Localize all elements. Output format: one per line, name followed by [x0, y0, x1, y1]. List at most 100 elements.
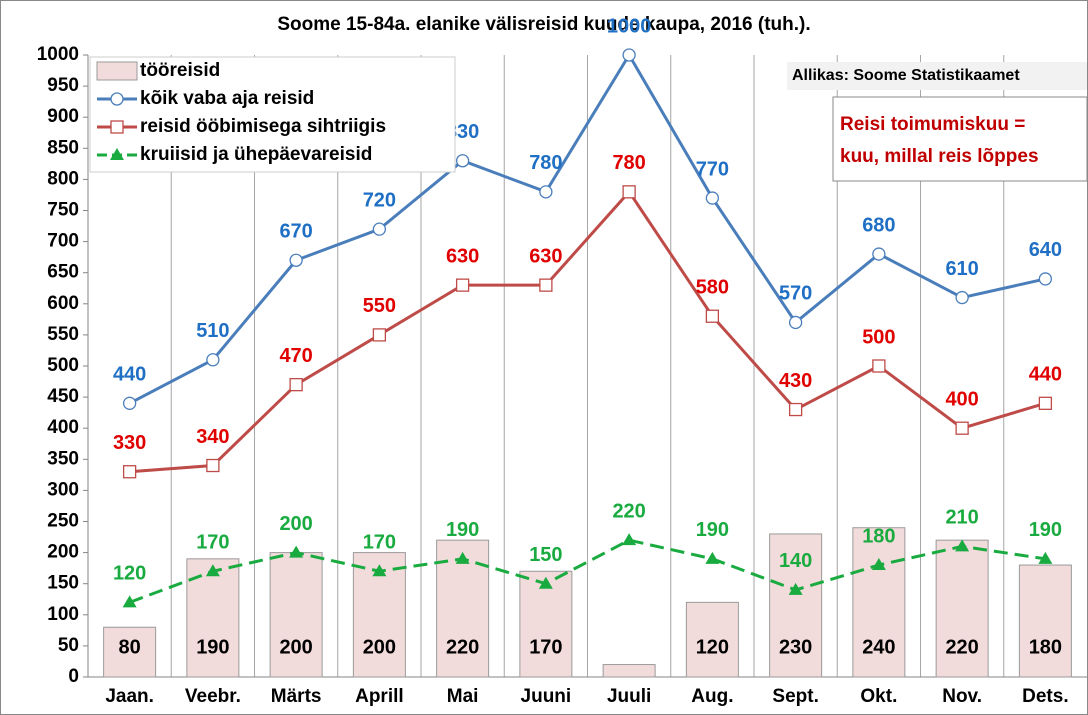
bar: [519, 570, 573, 678]
bar-label: 240: [862, 636, 895, 658]
bar-label: 200: [279, 636, 312, 658]
y-tick-label: 50: [58, 635, 79, 656]
data-label: 140: [779, 550, 812, 572]
point: [788, 402, 803, 417]
chart-title: Soome 15-84a. elanike välisreisid kuude …: [277, 14, 810, 35]
point: [455, 278, 470, 292]
data-label: 550: [363, 295, 396, 317]
point: [538, 576, 553, 589]
point: [289, 545, 304, 558]
y-tick-label: 150: [47, 573, 79, 594]
x-tick-label: Sept.: [772, 686, 818, 707]
bar: [103, 626, 157, 678]
x-tick-label: Aug.: [691, 686, 733, 707]
y-tick-label: 900: [47, 106, 79, 127]
bar-label: 80: [119, 636, 141, 658]
bar-label: 180: [1029, 636, 1062, 658]
data-label: 780: [529, 152, 562, 174]
data-label: 640: [1029, 239, 1062, 261]
point: [705, 551, 720, 564]
markers: [122, 48, 1053, 410]
point: [206, 353, 220, 367]
data-label: 470: [279, 345, 312, 367]
line: [128, 52, 1046, 405]
point: [871, 558, 886, 571]
markers: [122, 185, 1053, 479]
x-tick-label: Veebr.: [185, 686, 241, 707]
data-label: 630: [446, 245, 479, 267]
point: [206, 458, 220, 473]
data-label: 210: [945, 507, 978, 529]
point: [955, 421, 969, 435]
y-tick-label: 550: [47, 324, 79, 345]
legend-label: kõik vaba aja reisid: [140, 88, 314, 109]
data-label: 670: [279, 221, 312, 243]
point: [955, 539, 970, 552]
note: kuu, millal reis lõppes: [840, 146, 1039, 167]
x-tick-label: Aprill: [355, 686, 404, 707]
source-box: [787, 62, 1087, 90]
point: [110, 92, 124, 106]
line: [129, 189, 1046, 474]
y-tick-label: 250: [47, 511, 79, 532]
data-label: 400: [945, 388, 978, 410]
x-tick-label: Juuli: [607, 686, 651, 707]
data-label: 200: [279, 513, 312, 535]
point: [539, 278, 553, 292]
point: [788, 315, 803, 330]
point: [622, 48, 636, 62]
data-label: 440: [1029, 364, 1062, 386]
y-tick-label: 650: [47, 262, 79, 283]
point: [788, 582, 803, 595]
x-tick-label: Okt.: [860, 686, 897, 707]
data-label: 780: [612, 152, 645, 174]
y-tick-label: 300: [47, 479, 79, 500]
legend-box: [89, 56, 456, 173]
point: [539, 185, 553, 199]
point: [872, 359, 886, 373]
x-tick-label: Mai: [447, 686, 479, 707]
point: [455, 154, 470, 168]
bar: [852, 527, 906, 678]
y-tick-label: 200: [47, 542, 79, 563]
data-label: 1000: [607, 15, 652, 37]
y-tick-label: 450: [47, 386, 79, 407]
data-label: 120: [113, 563, 146, 585]
y-tick-label: 100: [47, 604, 79, 625]
data-label: 190: [1029, 519, 1062, 541]
x-tick-label: Dets.: [1022, 686, 1068, 707]
point: [372, 222, 387, 236]
data-label: 770: [696, 158, 729, 180]
y-tick-label: 800: [47, 168, 79, 189]
y-tick-label: 950: [47, 75, 79, 96]
point: [705, 309, 720, 323]
data-label: 170: [196, 532, 229, 554]
point: [955, 290, 969, 305]
legend-label: reisid ööbimisega sihtriigis: [140, 116, 386, 137]
point: [1038, 272, 1053, 286]
x-tick-label: Nov.: [942, 686, 982, 707]
legend-swatch: [96, 61, 138, 81]
bar-label: 220: [945, 636, 978, 658]
data-label: 720: [363, 189, 396, 211]
point: [372, 564, 387, 577]
data-label: 190: [696, 519, 729, 541]
note: Reisi toimumiskuu =: [840, 114, 1025, 135]
data-label: 630: [529, 245, 562, 267]
x-tick-label: Jaan.: [105, 686, 154, 707]
data-label: 190: [446, 519, 479, 541]
data-label: 680: [862, 214, 895, 236]
legend-label: kruiisid ja ühepäevareisid: [140, 144, 372, 165]
legend-label: tööreisid: [140, 60, 220, 81]
bar-label: 230: [779, 636, 812, 658]
data-label: 150: [529, 544, 562, 566]
bar: [269, 552, 323, 678]
point: [1038, 396, 1053, 410]
point: [622, 533, 637, 546]
markers: [122, 533, 1053, 608]
point: [205, 564, 220, 577]
y-tick-label: 400: [47, 417, 79, 438]
data-label: 340: [196, 426, 229, 448]
data-label: 220: [612, 500, 645, 522]
